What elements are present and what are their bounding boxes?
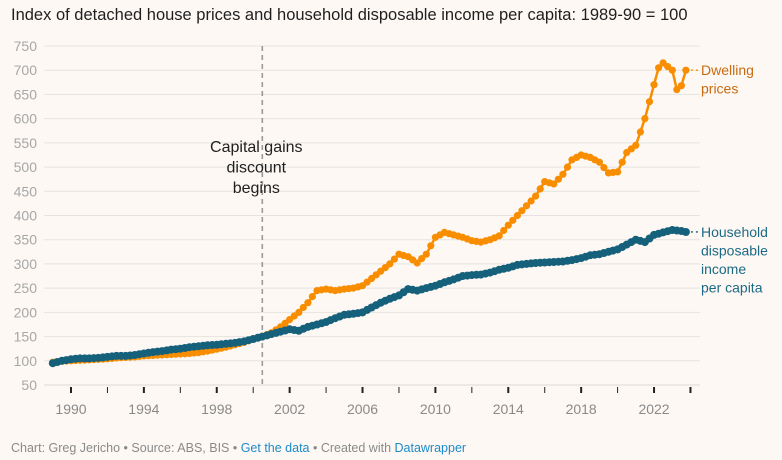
- data-point-dwelling-prices: [550, 180, 558, 188]
- y-tick-label-600: 600: [14, 111, 38, 127]
- separator: •: [229, 441, 241, 455]
- series-labels: Dwelling prices Household disposable income p…: [690, 62, 768, 295]
- annotation-text-line-3: begins: [233, 180, 280, 197]
- y-tick-label-700: 700: [14, 62, 38, 78]
- y-tick-label-400: 400: [14, 208, 38, 224]
- series-household-income: [48, 226, 690, 368]
- data-point-dwelling-prices: [645, 98, 654, 106]
- created-with-text: Created with: [320, 441, 395, 455]
- data-point-dwelling-prices: [413, 259, 421, 267]
- x-tick-label-2010: 2010: [420, 401, 451, 417]
- get-the-data-link[interactable]: Get the data: [240, 441, 310, 455]
- data-point-dwelling-prices: [682, 66, 690, 74]
- series-label-dwelling-prices-line-1: Dwelling: [701, 62, 754, 78]
- annotation: Capital gains discount begins: [210, 46, 303, 387]
- x-tick-label-1998: 1998: [201, 401, 232, 417]
- annotation-text-line-2: discount: [227, 160, 287, 177]
- data-point-dwelling-prices: [390, 255, 398, 263]
- data-point-dwelling-prices: [600, 164, 608, 172]
- separator: •: [309, 441, 321, 455]
- x-tick-label-1994: 1994: [128, 401, 159, 417]
- x-tick-label-1990: 1990: [55, 401, 86, 417]
- data-point-dwelling-prices: [554, 175, 563, 183]
- y-tick-label-250: 250: [14, 280, 38, 296]
- datawrapper-link[interactable]: Datawrapper: [394, 441, 467, 455]
- y-tick-label-550: 550: [14, 135, 38, 151]
- data-point-dwelling-prices: [536, 185, 544, 193]
- y-tick-label-200: 200: [14, 304, 38, 320]
- data-point-household-income: [681, 228, 690, 236]
- data-point-dwelling-prices: [522, 202, 531, 210]
- data-point-dwelling-prices: [308, 293, 316, 301]
- data-point-dwelling-prices: [422, 250, 430, 258]
- separator: •: [120, 441, 132, 455]
- data-point-dwelling-prices: [650, 81, 658, 89]
- data-point-dwelling-prices: [304, 299, 312, 307]
- series-label-household-income-line-3: income: [701, 261, 746, 277]
- data-point-dwelling-prices: [641, 115, 649, 123]
- data-point-dwelling-prices: [614, 168, 622, 176]
- x-tick-label-2014: 2014: [493, 401, 524, 417]
- y-tick-label-750: 750: [14, 38, 38, 54]
- data-point-dwelling-prices: [427, 242, 435, 250]
- line-chart: 50 100 150 200 250 300 350 400 450 500 550 600 650 70…: [14, 38, 769, 417]
- data-point-dwelling-prices: [295, 308, 303, 316]
- data-point-dwelling-prices: [513, 211, 522, 220]
- data-point-dwelling-prices: [677, 82, 686, 90]
- y-tick-label-50: 50: [21, 377, 37, 393]
- series-line-household-income: [52, 228, 687, 365]
- series-label-household-income-line-2: disposable: [701, 242, 768, 258]
- data-point-dwelling-prices: [418, 255, 426, 263]
- data-point-dwelling-prices: [504, 221, 512, 229]
- data-point-dwelling-prices: [299, 303, 307, 312]
- data-point-dwelling-prices: [655, 64, 663, 72]
- data-point-dwelling-prices: [618, 158, 626, 166]
- data-point-dwelling-prices: [563, 163, 572, 171]
- data-point-dwelling-prices: [632, 141, 640, 149]
- data-point-dwelling-prices: [559, 170, 567, 178]
- y-tick-label-100: 100: [14, 353, 38, 369]
- data-point-dwelling-prices: [527, 197, 535, 205]
- y-tick-label-300: 300: [14, 256, 38, 272]
- data-point-dwelling-prices: [509, 216, 517, 224]
- chart-footer: Chart: Greg Jericho • Source: ABS, BIS •…: [11, 441, 466, 455]
- series-line-dwelling-prices: [52, 61, 688, 364]
- series-label-dwelling-prices-line-2: prices: [701, 81, 738, 97]
- series-label-household-income-line-1: Household: [701, 224, 768, 240]
- chart-credit: Chart: Greg Jericho: [11, 441, 121, 455]
- chart-title: Index of detached house prices and house…: [11, 6, 688, 24]
- series-group: [48, 59, 690, 368]
- y-axis-tick-labels: 50 100 150 200 250 300 350 400 450 500 550 600 650 70…: [14, 38, 38, 393]
- y-tick-label-650: 650: [14, 86, 38, 102]
- data-point-dwelling-prices: [595, 158, 604, 166]
- x-tick-label-2022: 2022: [638, 401, 669, 417]
- grid-lines: [44, 45, 700, 386]
- y-tick-label-350: 350: [14, 232, 38, 248]
- data-point-dwelling-prices: [500, 226, 508, 235]
- data-point-dwelling-prices: [518, 207, 526, 215]
- annotation-text-line-1: Capital gains: [210, 139, 303, 156]
- y-tick-label-150: 150: [14, 329, 38, 345]
- data-point-dwelling-prices: [668, 66, 676, 74]
- data-point-dwelling-prices: [386, 260, 394, 268]
- x-tick-label-2002: 2002: [274, 401, 305, 417]
- x-tick-label-2018: 2018: [566, 401, 597, 417]
- series-dwelling-prices: [49, 59, 690, 366]
- chart-source: Source: ABS, BIS: [131, 441, 230, 455]
- series-label-household-income-line-4: per capita: [701, 279, 763, 295]
- x-tick-label-2006: 2006: [347, 401, 378, 417]
- data-point-dwelling-prices: [532, 192, 540, 200]
- y-tick-label-450: 450: [14, 183, 38, 199]
- data-point-dwelling-prices: [636, 128, 645, 136]
- y-tick-label-500: 500: [14, 159, 38, 175]
- x-axis: 1990 1994 1998 2002 2006 2010 2014 2018 2022: [55, 387, 692, 417]
- data-point-dwelling-prices: [495, 232, 503, 240]
